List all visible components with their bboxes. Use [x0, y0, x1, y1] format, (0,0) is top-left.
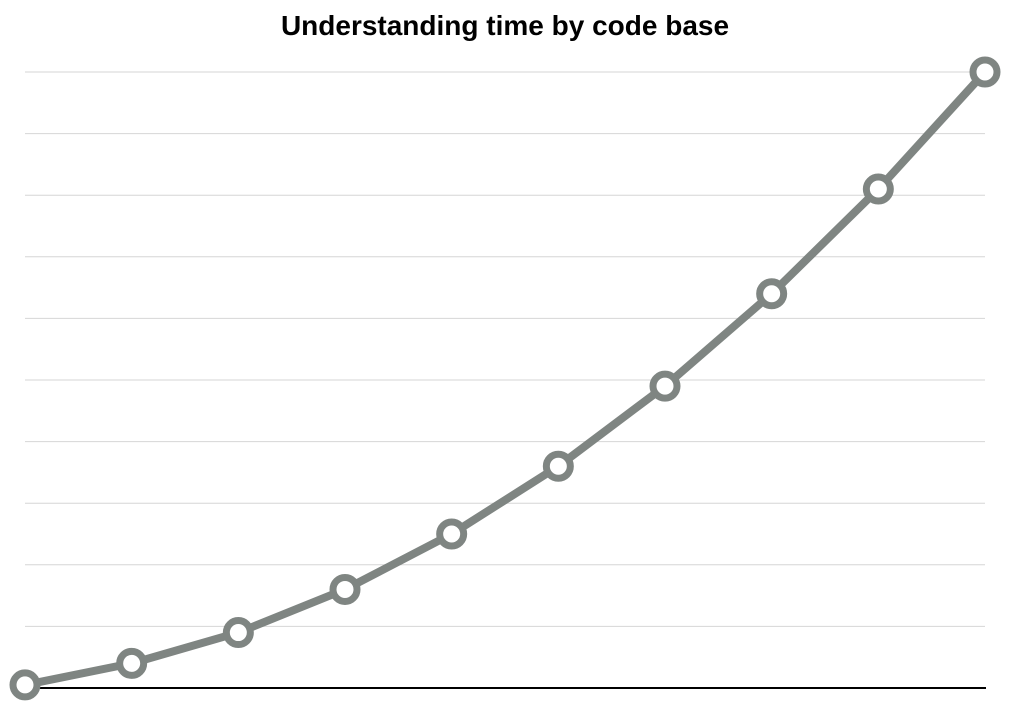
data-point[interactable]	[969, 56, 1001, 88]
data-point[interactable]	[222, 617, 254, 649]
data-point[interactable]	[756, 278, 788, 310]
data-point[interactable]	[542, 450, 574, 482]
series-layer	[21, 68, 989, 689]
markers-layer	[9, 56, 1001, 701]
data-point[interactable]	[649, 370, 681, 402]
data-point[interactable]	[9, 669, 41, 701]
data-point[interactable]	[862, 173, 894, 205]
series-line	[21, 68, 989, 689]
data-point[interactable]	[116, 647, 148, 679]
data-point[interactable]	[436, 518, 468, 550]
data-point[interactable]	[329, 573, 361, 605]
chart-title: Understanding time by code base	[280, 10, 730, 41]
gridlines	[25, 71, 985, 627]
